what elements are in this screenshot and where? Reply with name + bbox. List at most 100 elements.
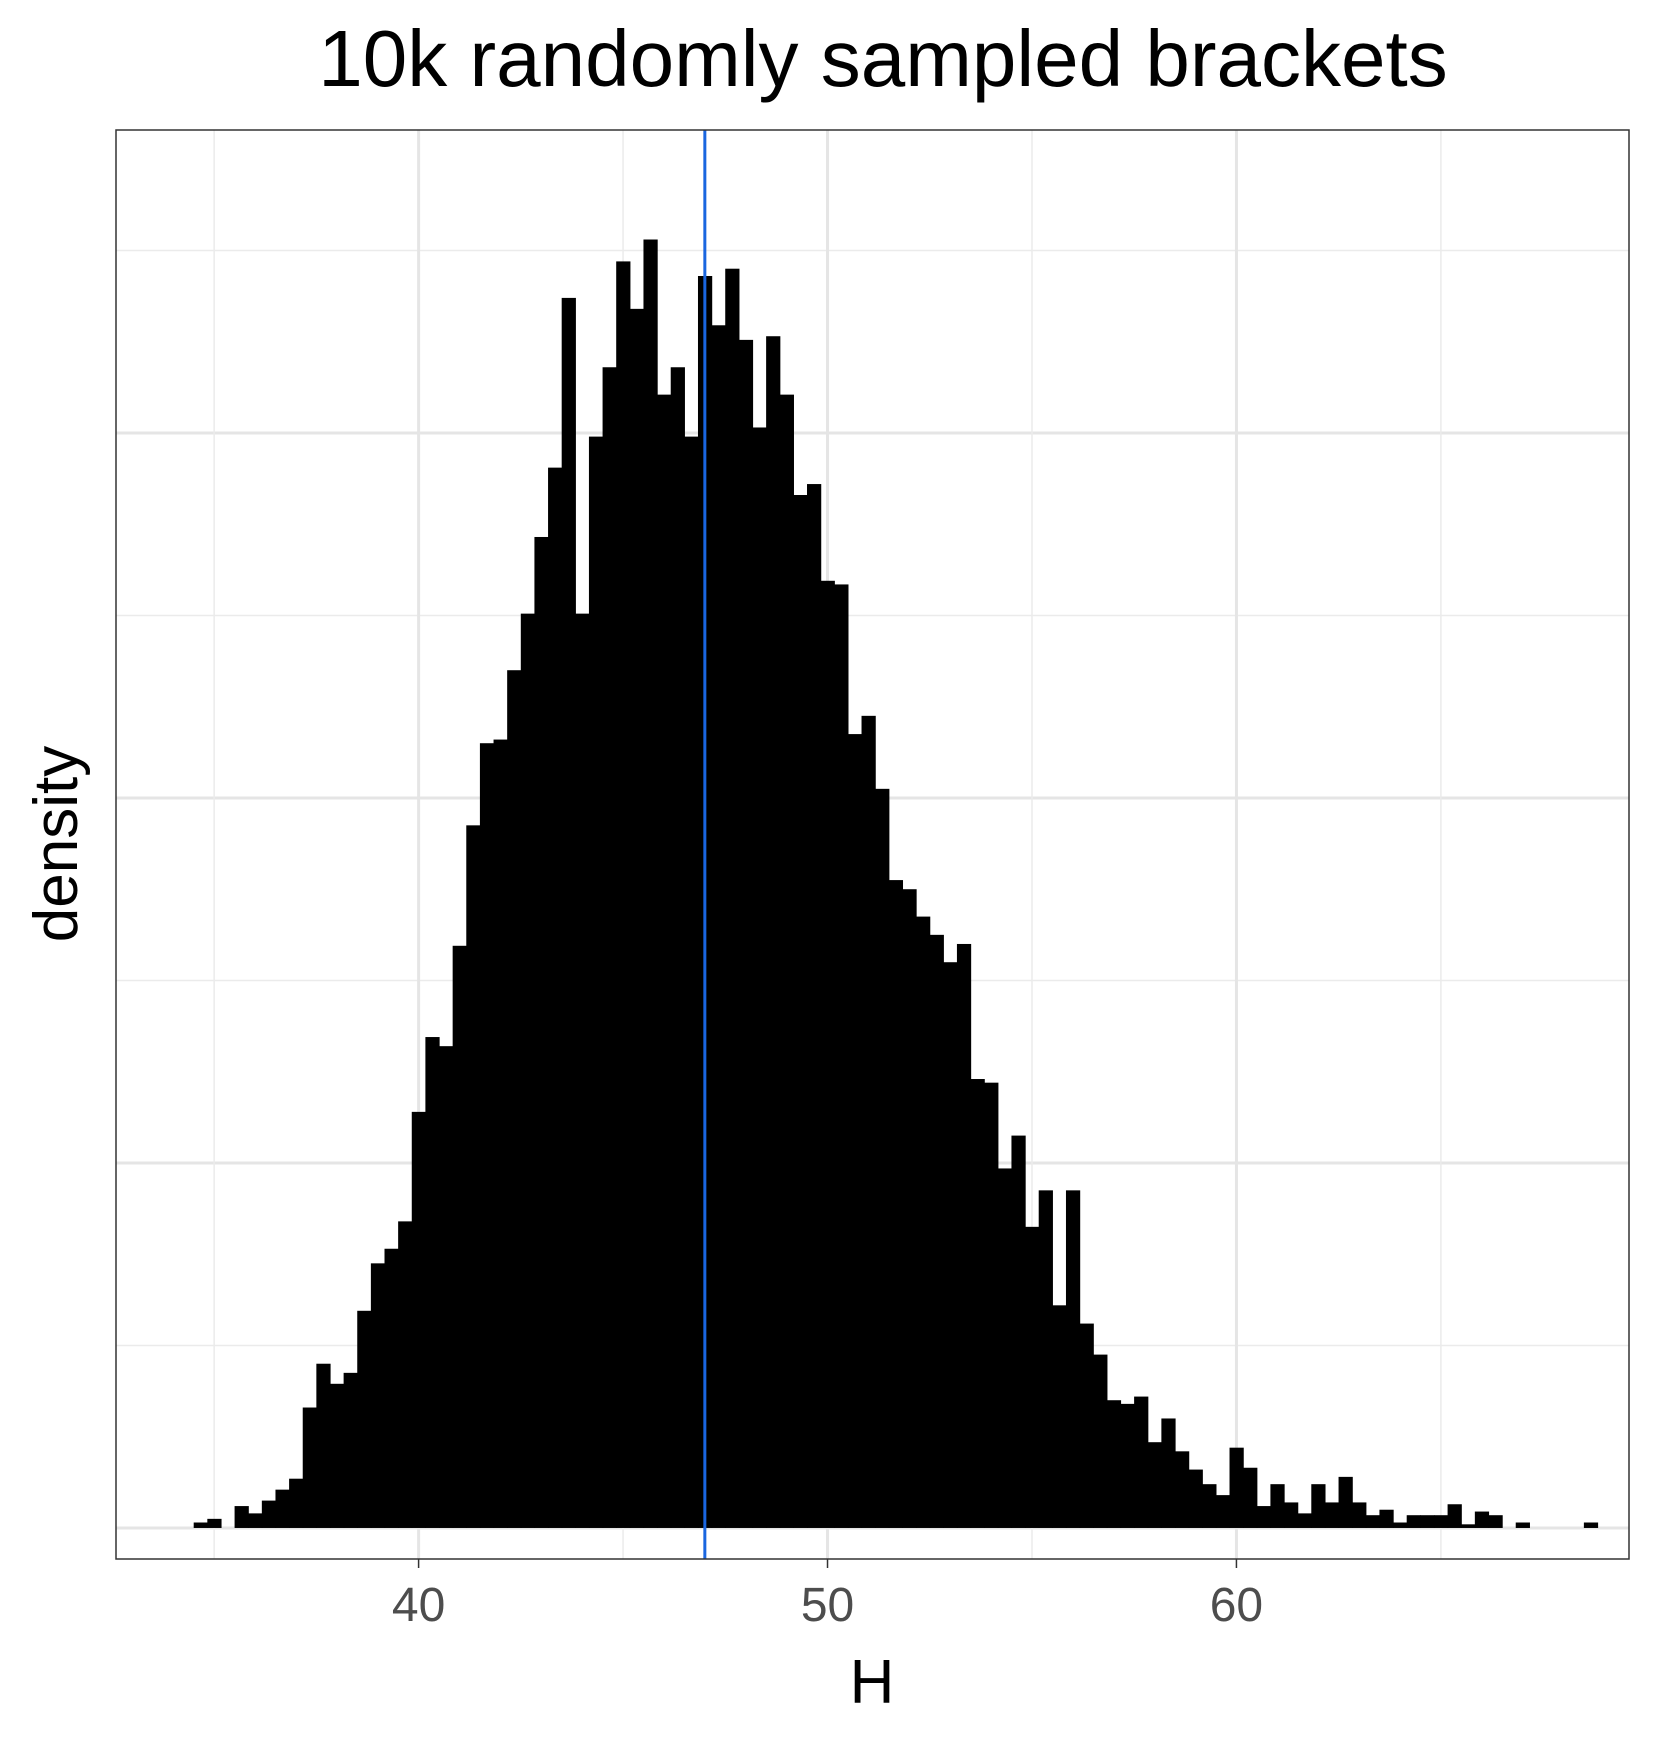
histogram-bar bbox=[316, 1363, 331, 1528]
histogram-bar bbox=[602, 367, 617, 1528]
histogram-bar bbox=[875, 788, 890, 1528]
histogram-bar bbox=[916, 916, 931, 1528]
histogram-bar bbox=[1352, 1502, 1367, 1528]
histogram-bar bbox=[588, 436, 604, 1528]
histogram-bar bbox=[793, 495, 808, 1528]
histogram-bar bbox=[1215, 1495, 1231, 1528]
histogram-bar bbox=[1079, 1323, 1094, 1528]
histogram-bar bbox=[534, 536, 549, 1528]
histogram-bar bbox=[193, 1522, 208, 1528]
histogram-bar bbox=[670, 367, 685, 1528]
histogram-bar bbox=[1134, 1396, 1149, 1528]
histogram-bar bbox=[207, 1518, 222, 1528]
histogram-bar bbox=[507, 670, 522, 1528]
y-axis-title: density bbox=[22, 746, 91, 942]
histogram-bar bbox=[561, 297, 576, 1528]
histogram-bar bbox=[902, 889, 917, 1528]
histogram-bar bbox=[1038, 1190, 1053, 1528]
histogram-bar bbox=[1461, 1524, 1476, 1528]
plot-panel bbox=[115, 129, 1630, 1560]
histogram-bar bbox=[956, 943, 972, 1528]
histogram-bar bbox=[1256, 1506, 1272, 1528]
histogram-bar bbox=[370, 1263, 386, 1528]
histogram-bar bbox=[997, 1168, 1013, 1528]
histogram-bar bbox=[861, 715, 876, 1528]
histogram-bar bbox=[1025, 1226, 1040, 1528]
histogram-bar bbox=[1447, 1504, 1462, 1528]
histogram-bar bbox=[1284, 1502, 1299, 1528]
histogram-bar bbox=[1175, 1451, 1190, 1528]
histogram-bar bbox=[1093, 1354, 1108, 1528]
histogram-bar bbox=[1243, 1467, 1258, 1528]
histogram-bar bbox=[479, 743, 495, 1528]
histogram-bar bbox=[834, 584, 849, 1528]
histogram-bar bbox=[1270, 1484, 1285, 1528]
histogram-bar bbox=[261, 1500, 277, 1528]
histogram-bar bbox=[1311, 1484, 1326, 1528]
histogram-bar bbox=[752, 427, 767, 1528]
histogram-bar bbox=[1474, 1511, 1490, 1528]
histogram-bar bbox=[657, 394, 672, 1528]
histogram-bar bbox=[466, 825, 481, 1528]
histogram-bar bbox=[1406, 1515, 1421, 1528]
chart-title: 10k randomly sampled brackets bbox=[318, 14, 1447, 103]
histogram-bar bbox=[575, 613, 590, 1528]
histogram-bar bbox=[425, 1037, 440, 1528]
histogram-bar bbox=[1338, 1476, 1353, 1528]
histogram-bar bbox=[1188, 1469, 1203, 1528]
histogram-bar bbox=[820, 580, 835, 1528]
histogram-bar bbox=[275, 1489, 290, 1528]
histogram-bar bbox=[520, 613, 536, 1528]
x-axis-ticks: 40 50 60 bbox=[392, 1559, 1263, 1632]
histogram-bar bbox=[1433, 1515, 1449, 1528]
histogram-bar bbox=[1052, 1305, 1067, 1528]
histogram-bar bbox=[411, 1111, 426, 1528]
histogram-bar bbox=[493, 739, 508, 1528]
histogram-bar bbox=[357, 1310, 372, 1528]
histogram-bar bbox=[452, 945, 467, 1528]
histogram-bar bbox=[929, 934, 944, 1528]
histogram-bar bbox=[1324, 1502, 1340, 1528]
panel-border bbox=[115, 129, 1630, 1560]
histogram-bar bbox=[847, 734, 863, 1528]
histogram-bar bbox=[766, 336, 781, 1528]
histogram-bar bbox=[343, 1372, 358, 1528]
histogram-bar bbox=[398, 1221, 413, 1528]
histogram-bars bbox=[193, 239, 1599, 1528]
histogram-bar bbox=[984, 1082, 999, 1528]
histogram-bar bbox=[1379, 1509, 1394, 1528]
histogram-bar bbox=[1011, 1135, 1026, 1528]
histogram-bar bbox=[1583, 1522, 1599, 1528]
histogram-bar bbox=[684, 436, 699, 1528]
histogram-bar bbox=[616, 261, 631, 1528]
histogram-bar bbox=[1229, 1447, 1244, 1528]
histogram-bar bbox=[738, 339, 754, 1528]
x-tick-label: 50 bbox=[801, 1579, 854, 1632]
histogram-bar bbox=[234, 1506, 249, 1528]
histogram-bar bbox=[248, 1513, 263, 1528]
x-axis-title: H bbox=[850, 1648, 895, 1717]
histogram-bar bbox=[289, 1478, 304, 1528]
x-tick-label: 60 bbox=[1210, 1579, 1263, 1632]
histogram-bar bbox=[629, 308, 645, 1528]
histogram-bar bbox=[1120, 1403, 1135, 1528]
histogram-bar bbox=[1420, 1515, 1435, 1528]
histogram-bar bbox=[302, 1407, 317, 1528]
histogram-bar bbox=[643, 239, 658, 1528]
x-tick-label: 40 bbox=[392, 1579, 445, 1632]
histogram-bar bbox=[384, 1248, 399, 1528]
histogram-bar bbox=[888, 880, 904, 1528]
histogram-bar bbox=[807, 484, 822, 1528]
histogram-bar bbox=[1297, 1513, 1312, 1528]
histogram-bar bbox=[711, 325, 726, 1528]
histogram-bar bbox=[548, 467, 563, 1528]
histogram-bar bbox=[970, 1079, 985, 1528]
histogram-bar bbox=[329, 1383, 345, 1528]
histogram-bar bbox=[1202, 1484, 1217, 1528]
histogram-bar bbox=[1515, 1522, 1530, 1528]
histogram-bar bbox=[725, 268, 740, 1528]
histogram-bar bbox=[1065, 1190, 1081, 1528]
histogram-bar bbox=[779, 394, 794, 1528]
histogram-bar bbox=[1147, 1442, 1162, 1528]
